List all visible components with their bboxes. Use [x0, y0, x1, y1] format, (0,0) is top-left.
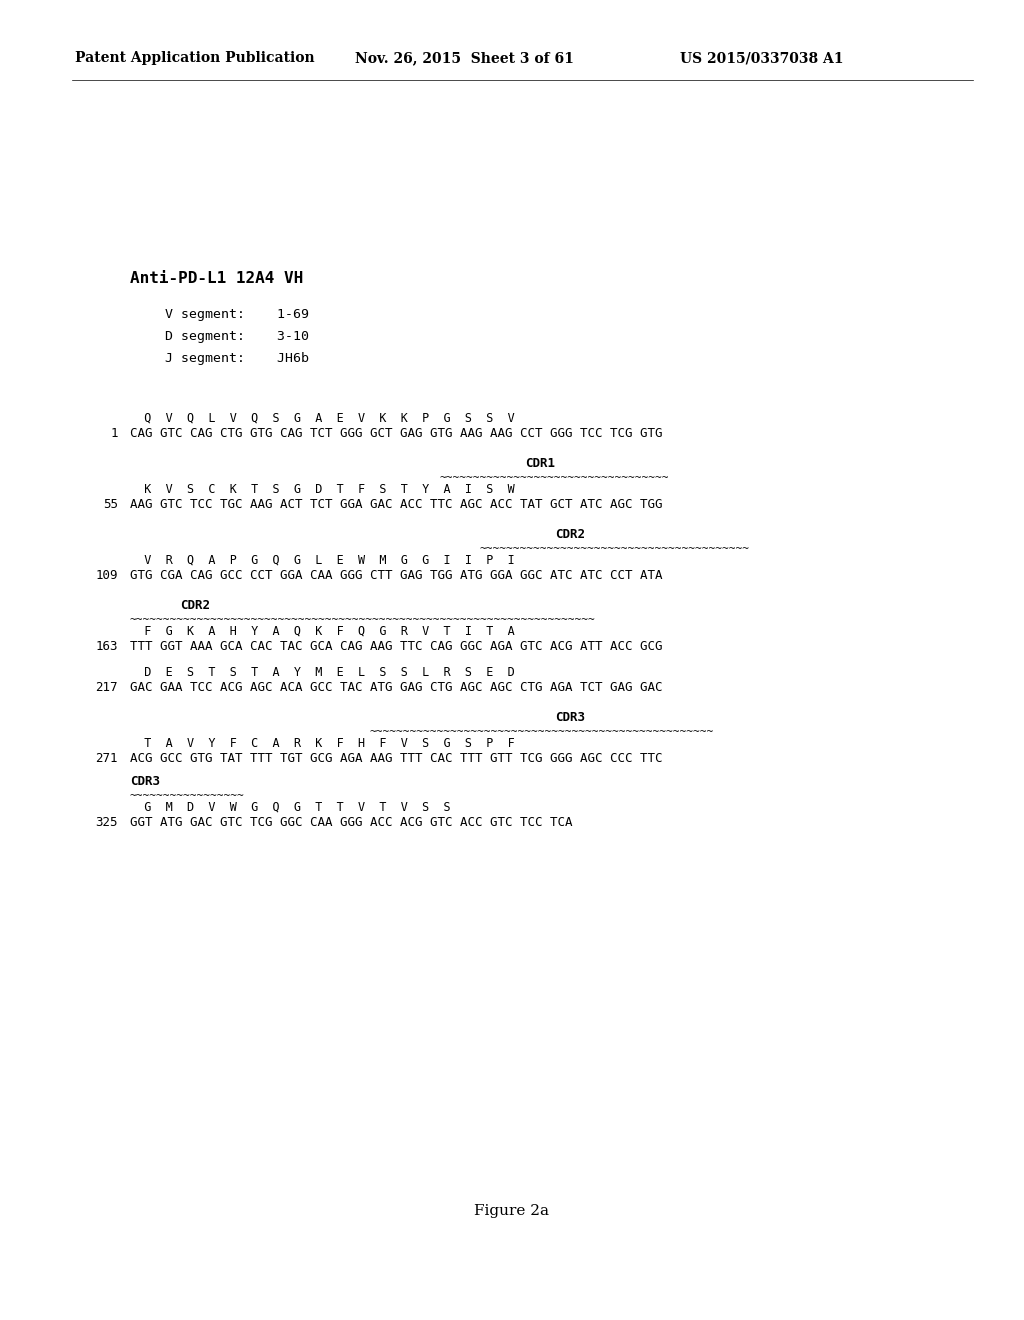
Text: CDR2: CDR2 [555, 528, 585, 541]
Text: GGT ATG GAC GTC TCG GGC CAA GGG ACC ACG GTC ACC GTC TCC TCA: GGT ATG GAC GTC TCG GGC CAA GGG ACC ACG … [130, 816, 572, 829]
Text: CDR3: CDR3 [130, 775, 160, 788]
Text: 55: 55 [103, 498, 118, 511]
Text: D  E  S  T  S  T  A  Y  M  E  L  S  S  L  R  S  E  D: D E S T S T A Y M E L S S L R S E D [130, 665, 515, 678]
Text: 109: 109 [95, 569, 118, 582]
Text: GAC GAA TCC ACG AGC ACA GCC TAC ATG GAG CTG AGC AGC CTG AGA TCT GAG GAC: GAC GAA TCC ACG AGC ACA GCC TAC ATG GAG … [130, 681, 663, 694]
Text: Patent Application Publication: Patent Application Publication [75, 51, 314, 65]
Text: US 2015/0337038 A1: US 2015/0337038 A1 [680, 51, 844, 65]
Text: GTG CGA CAG GCC CCT GGA CAA GGG CTT GAG TGG ATG GGA GGC ATC ATC CCT ATA: GTG CGA CAG GCC CCT GGA CAA GGG CTT GAG … [130, 569, 663, 582]
Text: Figure 2a: Figure 2a [474, 1204, 550, 1218]
Text: 163: 163 [95, 640, 118, 653]
Text: Q  V  Q  L  V  Q  S  G  A  E  V  K  K  P  G  S  S  V: Q V Q L V Q S G A E V K K P G S S V [130, 412, 515, 425]
Text: J segment:    JH6b: J segment: JH6b [165, 352, 309, 366]
Text: V segment:    1-69: V segment: 1-69 [165, 308, 309, 321]
Text: AAG GTC TCC TGC AAG ACT TCT GGA GAC ACC TTC AGC ACC TAT GCT ATC AGC TGG: AAG GTC TCC TGC AAG ACT TCT GGA GAC ACC … [130, 498, 663, 511]
Text: CDR3: CDR3 [555, 710, 585, 723]
Text: G  M  D  V  W  G  Q  G  T  T  V  T  V  S  S: G M D V W G Q G T T V T V S S [130, 801, 451, 814]
Text: 1: 1 [111, 426, 118, 440]
Text: ~~~~~~~~~~~~~~~~~~~~~~~~~~~~~~~~~~~~~~~~~~~~~~~~~~~~~~~~~~~~~~~~~~~~~: ~~~~~~~~~~~~~~~~~~~~~~~~~~~~~~~~~~~~~~~~… [130, 615, 596, 624]
Text: T  A  V  Y  F  C  A  R  K  F  H  F  V  S  G  S  P  F: T A V Y F C A R K F H F V S G S P F [130, 737, 515, 750]
Text: 271: 271 [95, 752, 118, 764]
Text: 217: 217 [95, 681, 118, 694]
Text: ~~~~~~~~~~~~~~~~~~~~~~~~~~~~~~~~~~~~~~~~: ~~~~~~~~~~~~~~~~~~~~~~~~~~~~~~~~~~~~~~~~ [479, 544, 749, 554]
Text: CAG GTC CAG CTG GTG CAG TCT GGG GCT GAG GTG AAG AAG CCT GGG TCC TCG GTG: CAG GTC CAG CTG GTG CAG TCT GGG GCT GAG … [130, 426, 663, 440]
Text: CDR2: CDR2 [180, 599, 210, 612]
Text: ~~~~~~~~~~~~~~~~~: ~~~~~~~~~~~~~~~~~ [130, 791, 245, 801]
Text: 325: 325 [95, 816, 118, 829]
Text: TTT GGT AAA GCA CAC TAC GCA CAG AAG TTC CAG GGC AGA GTC ACG ATT ACC GCG: TTT GGT AAA GCA CAC TAC GCA CAG AAG TTC … [130, 640, 663, 653]
Text: ACG GCC GTG TAT TTT TGT GCG AGA AAG TTT CAC TTT GTT TCG GGG AGC CCC TTC: ACG GCC GTG TAT TTT TGT GCG AGA AAG TTT … [130, 752, 663, 764]
Text: CDR1: CDR1 [525, 457, 555, 470]
Text: ~~~~~~~~~~~~~~~~~~~~~~~~~~~~~~~~~~~~~~~~~~~~~~~~~~~: ~~~~~~~~~~~~~~~~~~~~~~~~~~~~~~~~~~~~~~~~… [370, 727, 715, 737]
Text: D segment:    3-10: D segment: 3-10 [165, 330, 309, 343]
Text: K  V  S  C  K  T  S  G  D  T  F  S  T  Y  A  I  S  W: K V S C K T S G D T F S T Y A I S W [130, 483, 515, 496]
Text: F  G  K  A  H  Y  A  Q  K  F  Q  G  R  V  T  I  T  A: F G K A H Y A Q K F Q G R V T I T A [130, 624, 515, 638]
Text: ~~~~~~~~~~~~~~~~~~~~~~~~~~~~~~~~~~: ~~~~~~~~~~~~~~~~~~~~~~~~~~~~~~~~~~ [440, 473, 670, 483]
Text: V  R  Q  A  P  G  Q  G  L  E  W  M  G  G  I  I  P  I: V R Q A P G Q G L E W M G G I I P I [130, 554, 515, 568]
Text: Anti-PD-L1 12A4 VH: Anti-PD-L1 12A4 VH [130, 271, 303, 286]
Text: Nov. 26, 2015  Sheet 3 of 61: Nov. 26, 2015 Sheet 3 of 61 [355, 51, 573, 65]
